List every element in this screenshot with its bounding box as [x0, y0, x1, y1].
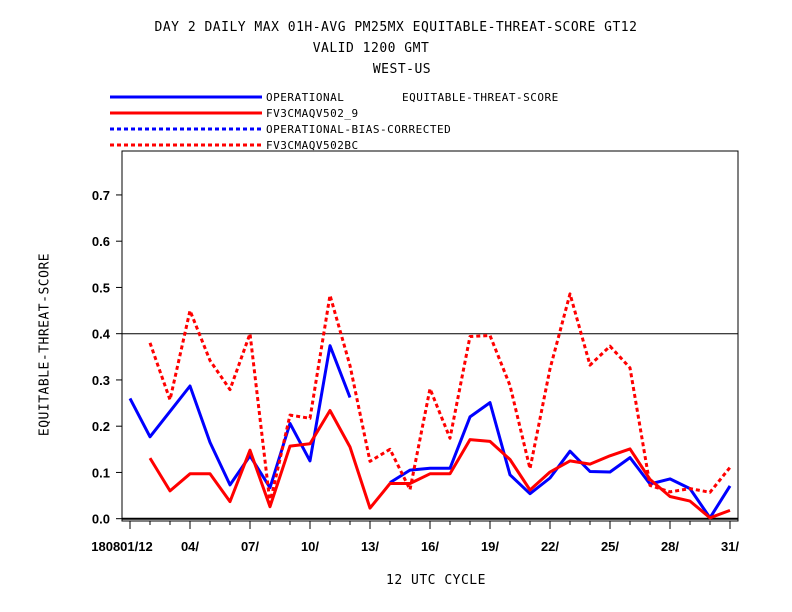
series-line-fv3cmaqv502bc [148, 292, 732, 505]
series-line-fv3cmaqv502_9 [148, 409, 731, 520]
legend-header: EQUITABLE-THREAT-SCORE [402, 91, 559, 104]
y-tick-label: 0.1 [92, 465, 110, 480]
y-axis-label: EQUITABLE-THREAT-SCORE [37, 252, 53, 437]
y-tick-label: 0.0 [92, 512, 110, 527]
legend-label: OPERATIONAL [266, 91, 344, 104]
x-tick-label: 28/ [661, 539, 679, 554]
x-tick-label: 25/ [601, 539, 619, 554]
x-tick-label: 10/ [301, 539, 319, 554]
x-tick-label: 07/ [241, 539, 259, 554]
chart-subtitle-valid: VALID 1200 GMT [312, 41, 430, 56]
legend-label: OPERATIONAL-BIAS-CORRECTED [266, 123, 451, 136]
series-line-operational [389, 401, 732, 520]
legend-label: FV3CMAQV502_9 [266, 107, 359, 120]
y-tick-label: 0.3 [92, 373, 110, 388]
x-axis-label: 12 UTC CYCLE [386, 573, 486, 588]
x-tick-label: 31/ [721, 539, 739, 554]
series-line-operational [128, 344, 352, 490]
series-layer [128, 292, 732, 520]
y-tick-label: 0.2 [92, 419, 110, 434]
x-tick-label: 180801/12 [91, 539, 152, 554]
reference-lines [122, 333, 738, 520]
x-tick-label: 13/ [361, 539, 379, 554]
chart-title: DAY 2 DAILY MAX 01H-AVG PM25MX EQUITABLE… [154, 20, 638, 35]
x-tick-label: 22/ [541, 539, 559, 554]
legend-label: FV3CMAQV502BC [266, 139, 359, 152]
y-tick-label: 0.5 [92, 280, 110, 295]
x-tick-label: 04/ [181, 539, 199, 554]
y-tick-label: 0.6 [92, 234, 110, 249]
x-tick-label: 16/ [421, 539, 439, 554]
chart-subtitle-region: WEST-US [372, 62, 432, 77]
axes: 0.0 0.1 0.2 0.3 0.4 0.5 0.6 0.7 180801/12 04/07/1… [91, 188, 739, 554]
x-tick-label: 19/ [481, 539, 499, 554]
y-tick-label: 0.4 [92, 327, 111, 342]
y-tick-label: 0.7 [92, 188, 110, 203]
legend: OPERATIONAL FV3CMAQV502_9 OPERATIONAL-BIAS… [110, 91, 559, 152]
